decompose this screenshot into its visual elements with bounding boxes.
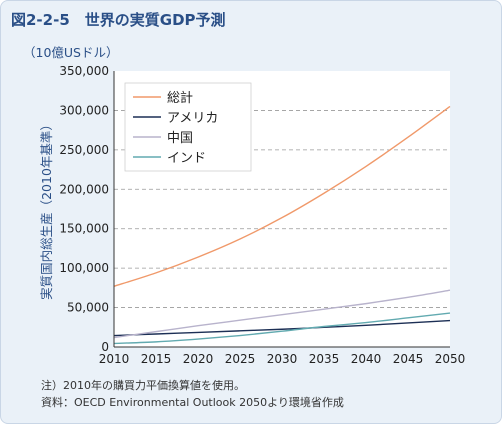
x-tick-label: 2030 [267,352,298,366]
unit-label: （10億USドル） [23,45,119,60]
x-tick-label: 2050 [435,352,466,366]
tick-labels: 0 50,000 100,000 150,000 200,000 250,000 300,0… [59,64,465,366]
y-tick-label: 250,000 [59,143,109,157]
y-axis-label: 実質国内総生産（2010年基準） [39,118,54,300]
y-tick-label: 350,000 [59,64,109,78]
y-tick-label: 200,000 [59,182,109,196]
series-line-0 [113,105,451,287]
legend-label: インド [167,151,206,166]
series-line-1 [113,319,451,337]
x-tick-label: 2020 [183,352,214,366]
footnotes: 注）2010年の購買力平価換算値を使用。 資料：OECD Environment… [41,377,344,411]
y-tick-label: 100,000 [59,261,109,275]
legend-label: アメリカ [167,111,218,126]
figure-title: 図2-2-5 世界の実質GDP予測 [11,11,226,29]
series-line-2 [113,289,451,339]
legend-label: 中国 [167,131,193,146]
x-tick-label: 2010 [99,352,130,366]
series-lines [113,105,451,345]
y-tick-label: 150,000 [59,222,109,236]
source-text: 資料：OECD Environmental Outlook 2050より環境省作… [41,396,344,409]
x-tick-label: 2025 [225,352,256,366]
x-tick-label: 2015 [141,352,172,366]
series-line-3 [113,312,451,345]
x-tick-label: 2035 [309,352,340,366]
x-tick-label: 2040 [351,352,382,366]
legend-label: 総計 [167,90,193,106]
note-text: 注）2010年の購買力平価換算値を使用。 [41,379,245,392]
y-tick-label: 300,000 [59,103,109,117]
y-tick-label: 50,000 [67,301,109,315]
axes [113,71,450,348]
x-tick-label: 2045 [393,352,424,366]
y-tick-label: 0 [101,340,109,354]
